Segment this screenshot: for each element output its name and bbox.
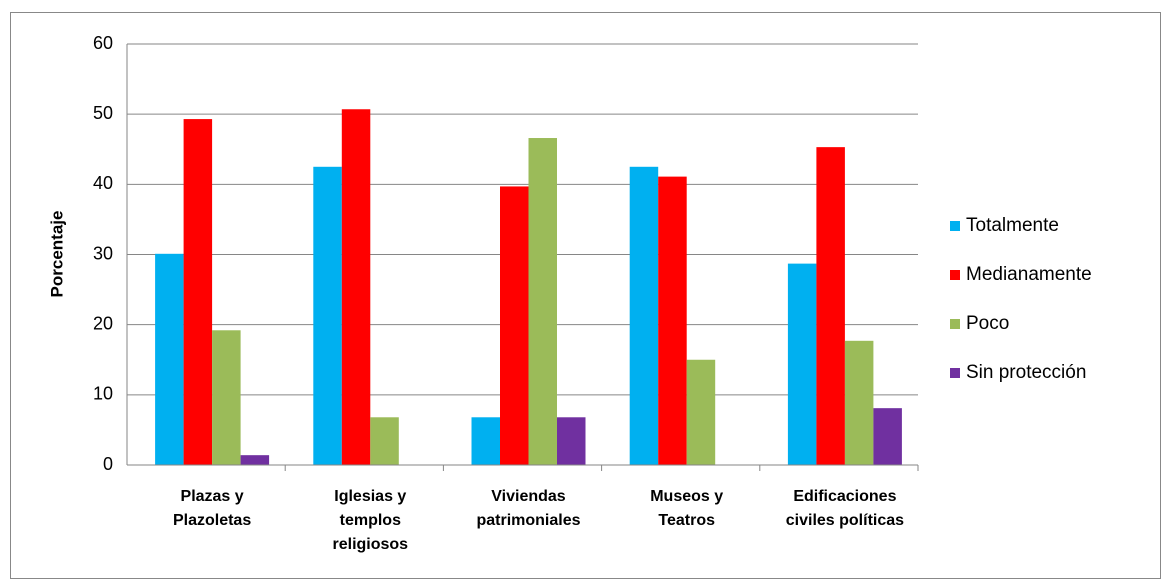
x-tick-label: Edificaciones civiles políticas [785, 488, 905, 529]
bar [658, 176, 687, 466]
y-tick-label: 10 [93, 384, 113, 404]
bar [471, 417, 500, 465]
bar [183, 119, 213, 465]
y-tick-label: 20 [93, 313, 113, 333]
y-tick-label: 0 [103, 454, 113, 474]
x-tick-label: Viviendas patrimoniales [476, 488, 581, 529]
bar [787, 263, 817, 465]
y-tick-label: 60 [93, 33, 113, 53]
bar [155, 253, 184, 465]
bar [528, 138, 557, 466]
legend-label: Sin protección [966, 362, 1086, 383]
y-tick-label: 40 [93, 173, 113, 193]
bar [370, 417, 399, 465]
legend-swatch [950, 270, 960, 280]
x-tick-label: Iglesias y templos religiosos [332, 488, 409, 553]
x-tick-label: Plazas y Plazoletas [172, 488, 252, 529]
bar [557, 417, 586, 465]
bar [341, 109, 371, 465]
legend-label: Medianamente [966, 264, 1092, 285]
legend-swatch [950, 221, 960, 231]
y-axis-title: Porcentaje [47, 211, 66, 298]
legend-label: Poco [966, 313, 1009, 334]
legend-swatch [950, 368, 960, 378]
y-tick-label: 50 [93, 103, 113, 123]
bar [816, 147, 845, 465]
chart-frame [10, 12, 1161, 579]
x-tick-label: Museos y Teatros [650, 488, 724, 529]
bar [629, 166, 659, 465]
legend-label: Totalmente [966, 215, 1059, 236]
bar [313, 166, 342, 465]
y-tick-label: 30 [93, 243, 113, 263]
bar [240, 455, 270, 465]
legend-swatch [950, 319, 960, 329]
bar [212, 330, 241, 465]
bar [500, 186, 529, 465]
bar [686, 359, 716, 465]
bar [844, 340, 874, 465]
bar [873, 408, 902, 465]
